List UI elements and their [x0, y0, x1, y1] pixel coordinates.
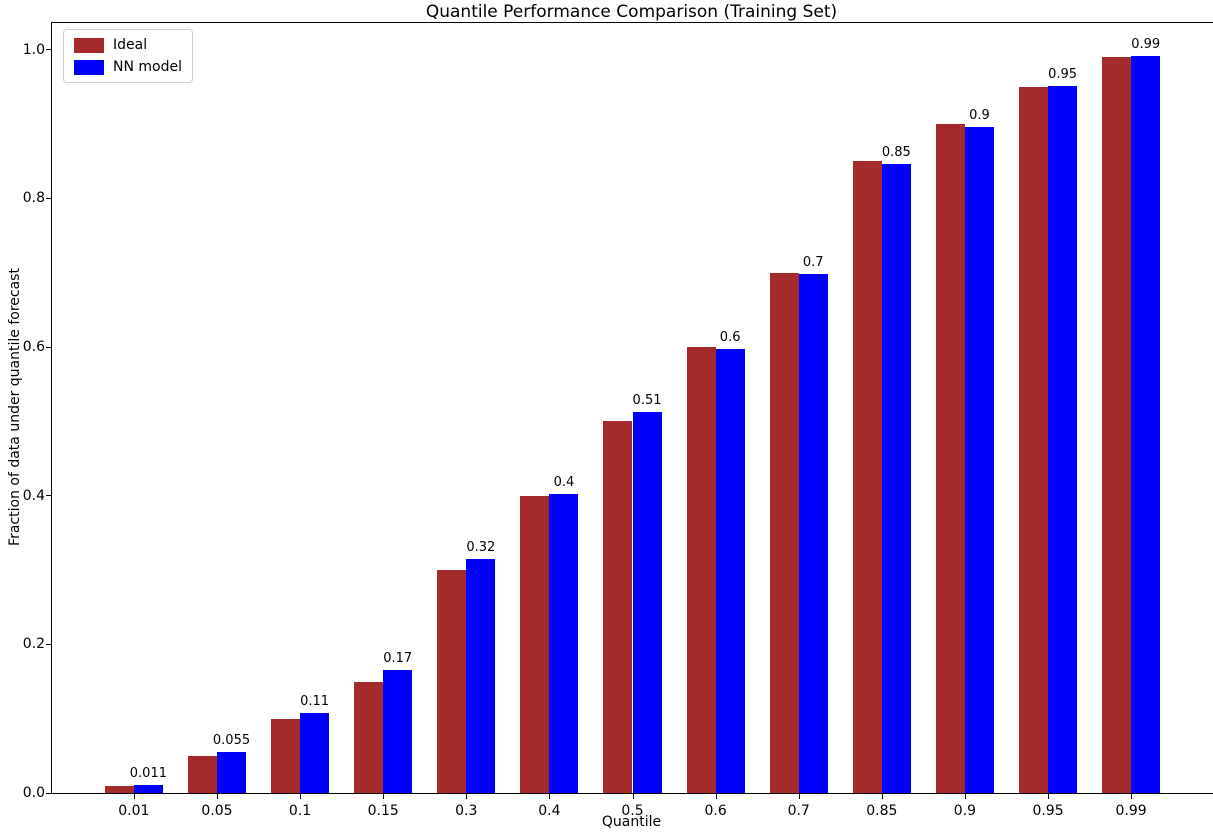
nn-model-bar: [549, 494, 579, 793]
nn-model-bar: [632, 412, 662, 793]
bar-value-label: 0.99: [1131, 36, 1161, 52]
x-tick-label: 0.85: [866, 803, 898, 819]
ideal-bar: [520, 495, 550, 793]
bar-value-label: 0.85: [881, 145, 911, 161]
ideal-bar: [686, 347, 716, 793]
legend-swatch-icon: [74, 59, 104, 75]
ideal-bar: [437, 570, 467, 793]
x-tick-label: 0.3: [455, 803, 478, 819]
bar-value-label: 0.32: [466, 539, 496, 555]
ideal-bar: [1018, 86, 1049, 793]
x-tick-mark: [1131, 794, 1133, 799]
nn-model-bar: [1131, 55, 1161, 793]
nn-model-bar: [964, 127, 994, 793]
x-tick-mark: [798, 794, 800, 799]
bar-value-label: 0.11: [300, 694, 330, 710]
chart-title: Quantile Performance Comparison (Trainin…: [425, 2, 838, 22]
legend-item: Ideal: [74, 37, 182, 53]
x-axis-label: Quantile: [601, 814, 662, 830]
nn-model-bar: [216, 752, 247, 793]
nn-model-bar: [383, 669, 413, 793]
y-tick-label: 0.4: [22, 487, 45, 504]
nn-model-bar: [1048, 86, 1078, 793]
y-tick-mark: [46, 643, 51, 645]
legend: Ideal NN model: [63, 29, 193, 83]
nn-model-bar: [133, 784, 163, 793]
y-tick-mark: [46, 495, 51, 497]
nn-model-bar: [881, 164, 911, 793]
bar-value-label: 0.17: [383, 650, 413, 666]
y-tick-mark: [46, 792, 51, 794]
y-tick-label: 0.0: [22, 785, 45, 801]
x-tick-label: 0.15: [367, 803, 399, 819]
x-tick-label: 0.6: [704, 803, 727, 819]
y-tick-mark: [46, 346, 51, 348]
nn-model-bar: [300, 713, 330, 793]
bar-value-label: 0.011: [129, 765, 167, 781]
x-tick-mark: [383, 794, 385, 799]
x-tick-mark: [133, 794, 135, 799]
ideal-bar: [104, 785, 134, 793]
x-tick-label: 0.5: [621, 803, 644, 819]
y-tick-label: 0.6: [22, 339, 45, 356]
ideal-bar: [852, 161, 882, 793]
legend-swatch-icon: [74, 37, 104, 53]
x-tick-mark: [881, 794, 883, 799]
x-tick-mark: [715, 794, 717, 799]
y-tick-label: 0.8: [22, 190, 45, 207]
bar-value-label: 0.95: [1048, 67, 1078, 83]
nn-model-bar: [798, 274, 828, 793]
nn-model-bar: [715, 349, 745, 793]
ideal-bar: [187, 755, 217, 793]
bar-value-label: 0.4: [553, 475, 575, 491]
x-tick-mark: [466, 794, 468, 799]
x-tick-mark: [964, 794, 966, 799]
x-tick-label: 0.01: [118, 803, 150, 819]
x-tick-mark: [632, 794, 634, 799]
x-tick-mark: [300, 794, 302, 799]
y-tick-label: 1.0: [22, 41, 45, 58]
ideal-bar: [603, 421, 633, 793]
x-tick-label: 0.9: [953, 803, 977, 819]
ideal-bar: [1102, 57, 1132, 793]
y-tick-label: 0.2: [22, 636, 45, 653]
nn-model-bar: [466, 558, 496, 793]
ideal-bar: [935, 124, 965, 793]
y-axis-label: Fraction of data under quantile forecast: [7, 268, 23, 546]
legend-item: NN model: [74, 59, 182, 75]
y-tick-mark: [46, 49, 51, 51]
bar-value-label: 0.7: [802, 255, 824, 271]
plot-area: Ideal NN model 0.0 0.2 0.4 0.6 0.8 1.0 0.011 0.0…: [23, 22, 1213, 819]
x-tick-mark: [216, 794, 218, 799]
x-tick-label: 0.05: [201, 803, 233, 819]
ideal-bar: [354, 681, 384, 793]
x-tick-label: 0.7: [787, 803, 810, 819]
legend-label: NN model: [113, 59, 182, 75]
ideal-bar: [270, 718, 301, 793]
x-tick-mark: [1048, 794, 1050, 799]
bar-value-label: 0.51: [632, 393, 662, 409]
x-tick-label: 0.1: [288, 803, 312, 819]
x-tick-label: 0.95: [1032, 803, 1064, 819]
ideal-bar: [769, 272, 799, 793]
x-tick-mark: [549, 794, 551, 799]
bar-value-label: 0.055: [212, 733, 251, 749]
y-tick-mark: [46, 197, 51, 199]
x-tick-label: 0.4: [538, 803, 561, 819]
bar-value-label: 0.6: [719, 330, 741, 346]
bar-value-label: 0.9: [969, 108, 990, 124]
legend-label: Ideal: [113, 37, 148, 53]
x-tick-label: 0.99: [1115, 803, 1147, 819]
